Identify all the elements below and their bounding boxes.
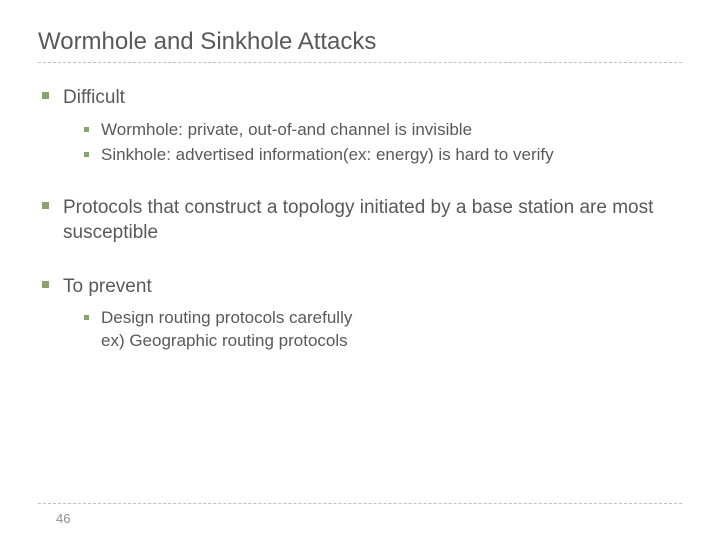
list-item-text: Protocols that construct a topology init… bbox=[63, 195, 682, 246]
square-bullet-icon bbox=[42, 281, 49, 288]
list-item-text: Sinkhole: advertised information(ex: ene… bbox=[101, 144, 554, 167]
spacer bbox=[42, 252, 682, 274]
footer-underline bbox=[38, 503, 682, 504]
list-item: Wormhole: private, out-of-and channel is… bbox=[84, 119, 682, 142]
list-item: To prevent bbox=[42, 274, 682, 300]
square-bullet-icon bbox=[42, 92, 49, 99]
list-item: Protocols that construct a topology init… bbox=[42, 195, 682, 246]
list-item-text: Design routing protocols carefully ex) G… bbox=[101, 307, 352, 353]
title-underline bbox=[38, 62, 682, 63]
list-item-text: Difficult bbox=[63, 85, 125, 111]
square-bullet-icon bbox=[42, 202, 49, 209]
square-bullet-icon bbox=[84, 315, 89, 320]
sublist: Wormhole: private, out-of-and channel is… bbox=[84, 119, 682, 167]
page-number: 46 bbox=[56, 511, 70, 526]
list-item: Difficult bbox=[42, 85, 682, 111]
list-item: Sinkhole: advertised information(ex: ene… bbox=[84, 144, 682, 167]
sublist: Design routing protocols carefully ex) G… bbox=[84, 307, 682, 353]
slide-content: Difficult Wormhole: private, out-of-and … bbox=[38, 85, 682, 353]
list-item-text: To prevent bbox=[63, 274, 152, 300]
list-item: Design routing protocols carefully ex) G… bbox=[84, 307, 682, 353]
square-bullet-icon bbox=[84, 152, 89, 157]
square-bullet-icon bbox=[84, 127, 89, 132]
list-item-text: Wormhole: private, out-of-and channel is… bbox=[101, 119, 472, 142]
slide: Wormhole and Sinkhole Attacks Difficult … bbox=[0, 0, 720, 540]
slide-title: Wormhole and Sinkhole Attacks bbox=[38, 28, 682, 56]
